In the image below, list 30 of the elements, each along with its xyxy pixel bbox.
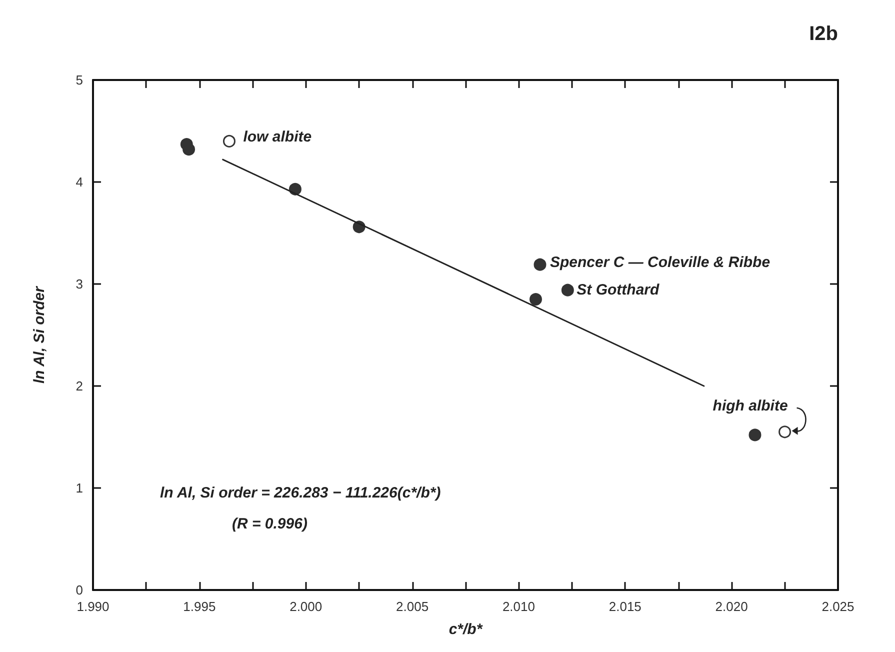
y-tick-label: 3 xyxy=(76,276,83,292)
annotation: ln Al, Si order = 226.283 − 111.226(c*/b*) xyxy=(160,484,441,502)
point xyxy=(182,143,196,156)
y-tick-label: 5 xyxy=(76,72,83,88)
x-tick-label: 2.010 xyxy=(502,599,535,614)
annotation: high albite xyxy=(712,397,788,414)
point xyxy=(534,258,546,271)
point xyxy=(748,428,762,442)
annotation: (R = 0.996) xyxy=(232,516,308,532)
annotation: Spencer C — Coleville & Ribbe xyxy=(550,254,770,272)
point xyxy=(222,134,236,148)
point xyxy=(778,426,792,438)
x-tick-label: 2.015 xyxy=(608,599,642,614)
x-axis-title: c*/b* xyxy=(448,621,484,638)
y-tick-label: 4 xyxy=(76,174,83,190)
x-tick-label: 2.000 xyxy=(290,599,322,614)
y-tick-label: 1 xyxy=(76,480,83,496)
annotation: low albite xyxy=(243,128,312,146)
x-tick-label: 2.005 xyxy=(396,599,429,614)
x-tick-label: 2.025 xyxy=(822,599,854,614)
y-tick-label: 0 xyxy=(76,582,83,598)
x-tick-label: 1.990 xyxy=(76,599,110,614)
x-tick-label: 2.020 xyxy=(715,599,748,614)
point xyxy=(530,293,542,306)
x-tick-label: 1.995 xyxy=(183,599,216,614)
y-tick-label: 2 xyxy=(76,378,83,394)
text: I2b xyxy=(809,23,838,45)
point xyxy=(561,284,574,296)
y-axis-title: ln Al, Si order xyxy=(31,285,48,384)
annotation: St Gotthard xyxy=(576,282,660,299)
